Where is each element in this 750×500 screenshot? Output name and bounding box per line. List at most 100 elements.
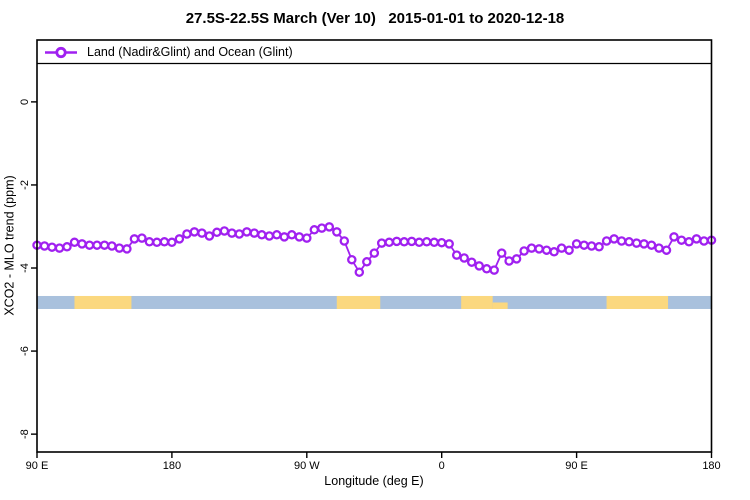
data-point-marker xyxy=(62,242,72,252)
data-point-marker xyxy=(586,241,597,251)
data-point-marker xyxy=(489,265,499,275)
data-point-marker xyxy=(144,237,155,247)
y-tick-label: 0 xyxy=(19,99,31,105)
data-point-marker xyxy=(459,253,469,263)
data-point-marker xyxy=(466,257,477,267)
data-point-marker xyxy=(272,230,282,240)
data-point-marker xyxy=(556,243,567,253)
data-point-marker xyxy=(174,234,185,244)
data-point-marker xyxy=(406,236,417,247)
data-point-marker xyxy=(676,235,687,245)
data-point-marker xyxy=(227,228,237,238)
data-point-marker xyxy=(376,238,387,248)
data-point-marker xyxy=(324,222,335,232)
data-point-marker xyxy=(646,240,657,250)
legend-marker-icon xyxy=(45,46,77,58)
data-point-marker xyxy=(212,227,222,238)
y-axis-label: XCO2 - MLO trend (ppm) xyxy=(2,175,17,316)
data-point-marker xyxy=(639,239,649,249)
surface-band-land-segment xyxy=(74,295,132,309)
data-point-marker xyxy=(391,236,402,247)
data-point-marker xyxy=(204,231,215,241)
data-point-marker xyxy=(287,230,297,240)
data-point-marker xyxy=(616,236,627,246)
data-point-marker xyxy=(414,237,424,248)
data-point-marker xyxy=(474,261,484,271)
data-point-marker xyxy=(107,241,117,251)
data-point-marker xyxy=(137,233,147,243)
data-point-marker xyxy=(182,229,192,239)
data-point-marker xyxy=(579,240,589,250)
data-point-marker xyxy=(257,230,267,240)
surface-band-land-segment xyxy=(606,295,669,309)
data-point-marker xyxy=(84,240,95,250)
data-point-marker xyxy=(661,245,672,255)
data-point-marker xyxy=(302,233,312,243)
chart-title: 27.5S-22.5S March (Ver 10) 2015-01-01 to… xyxy=(185,10,565,27)
data-point-marker xyxy=(159,237,170,247)
data-point-marker xyxy=(429,237,439,248)
data-point-marker xyxy=(99,240,110,250)
y-tick-label: -2 xyxy=(19,180,31,190)
data-point-marker xyxy=(122,244,132,254)
surface-band-land-segment xyxy=(492,302,508,309)
data-point-marker xyxy=(444,239,454,249)
data-point-marker xyxy=(691,234,702,244)
data-point-marker xyxy=(564,245,574,255)
data-point-marker xyxy=(219,226,230,236)
y-tick-label: -6 xyxy=(19,346,31,356)
data-point-marker xyxy=(481,264,492,274)
data-point-marker xyxy=(294,232,305,242)
y-tick-label: -4 xyxy=(19,263,31,273)
data-point-marker xyxy=(264,231,275,241)
data-point-marker xyxy=(242,227,252,237)
data-point-marker xyxy=(504,256,514,266)
x-tick-label: 90 W xyxy=(294,460,320,472)
data-point-marker xyxy=(496,248,507,258)
x-tick-label: 0 xyxy=(439,460,445,472)
data-point-marker xyxy=(129,234,140,244)
data-point-marker xyxy=(249,228,260,238)
data-point-marker xyxy=(39,241,50,251)
data-point-marker xyxy=(669,232,679,242)
data-point-marker xyxy=(624,237,634,247)
data-point-marker xyxy=(354,267,365,277)
data-point-marker xyxy=(54,243,65,253)
data-point-marker xyxy=(152,237,162,248)
data-point-marker xyxy=(399,237,409,247)
data-point-marker xyxy=(369,248,380,258)
data-point-marker xyxy=(92,240,102,250)
data-point-marker xyxy=(609,234,619,244)
data-point-marker xyxy=(541,245,552,255)
data-point-marker xyxy=(384,237,394,248)
legend-label: Land (Nadir&Glint) and Ocean (Glint) xyxy=(87,45,293,59)
data-point-marker xyxy=(519,246,529,256)
data-point-marker xyxy=(549,247,559,257)
plot-border xyxy=(36,39,713,453)
data-point-marker xyxy=(339,236,350,246)
x-tick-label: 180 xyxy=(702,460,720,472)
data-point-marker xyxy=(601,236,612,246)
data-point-marker xyxy=(77,239,87,249)
data-point-marker xyxy=(631,238,642,248)
data-point-marker xyxy=(167,237,177,248)
surface-band-land-segment xyxy=(461,295,493,309)
data-point-marker xyxy=(69,237,80,248)
data-point-marker xyxy=(511,254,522,264)
y-tick-label: -8 xyxy=(19,429,31,439)
data-point-marker xyxy=(654,243,664,253)
x-tick-label: 90 E xyxy=(26,460,49,472)
x-tick-label: 180 xyxy=(163,460,181,472)
data-point-marker xyxy=(451,250,462,260)
data-point-marker xyxy=(279,232,290,242)
data-point-marker xyxy=(699,236,709,246)
legend-item: Land (Nadir&Glint) and Ocean (Glint) xyxy=(44,42,293,62)
data-point-marker xyxy=(571,239,582,249)
data-point-marker xyxy=(594,242,604,252)
x-axis-label: Longitude (deg E) xyxy=(324,474,424,488)
data-point-marker xyxy=(197,228,207,238)
data-point-marker xyxy=(421,237,432,247)
data-point-marker xyxy=(189,227,200,237)
